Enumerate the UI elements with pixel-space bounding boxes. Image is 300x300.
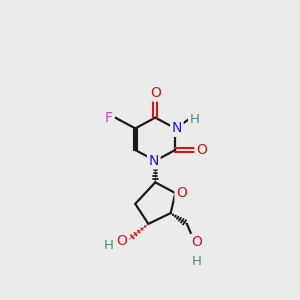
Text: H: H bbox=[190, 113, 200, 126]
Text: H: H bbox=[192, 255, 202, 268]
Text: F: F bbox=[105, 111, 113, 124]
Text: O: O bbox=[191, 236, 202, 249]
Text: O: O bbox=[196, 143, 207, 157]
Text: O: O bbox=[116, 234, 127, 248]
Text: H: H bbox=[103, 239, 113, 252]
Text: O: O bbox=[176, 186, 187, 200]
Text: N: N bbox=[148, 154, 159, 168]
Text: O: O bbox=[150, 86, 161, 100]
Text: N: N bbox=[172, 122, 182, 135]
